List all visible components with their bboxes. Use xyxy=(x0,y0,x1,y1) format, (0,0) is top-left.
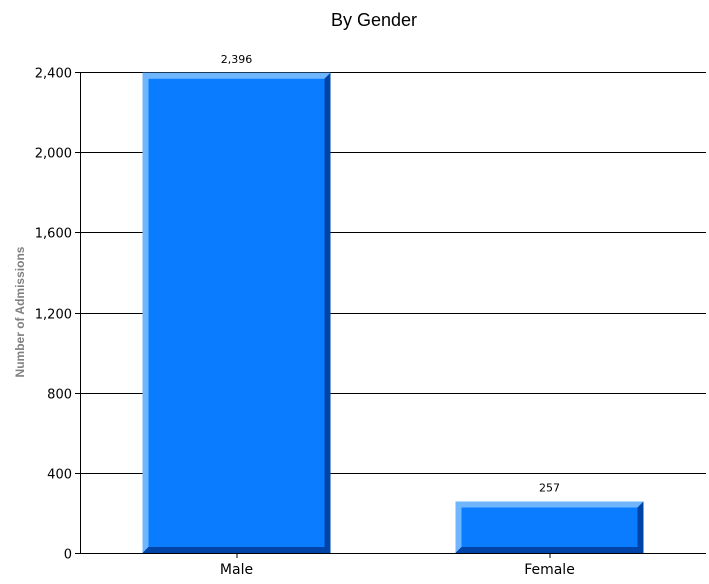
y-tick-label: 800 xyxy=(47,388,72,403)
x-tick-label: Male xyxy=(220,562,253,578)
x-tick-label: Female xyxy=(524,562,575,578)
x-tick-labels: Male Female xyxy=(220,562,575,578)
bars xyxy=(142,72,644,553)
bar-bevel-highlight xyxy=(455,501,644,553)
axes xyxy=(75,72,706,558)
y-tick-label: 1,600 xyxy=(35,227,72,242)
bar xyxy=(142,72,331,553)
data-label: 2,396 xyxy=(221,53,253,66)
bar-face xyxy=(455,501,644,553)
bar-bevel-shadow xyxy=(455,501,644,553)
y-tick-label: 0 xyxy=(64,548,72,563)
data-label: 257 xyxy=(539,481,560,494)
y-tick-labels: 0 400 800 1,200 1,600 2,000 2,400 xyxy=(35,67,72,563)
y-tick-label: 400 xyxy=(47,468,72,483)
data-labels: 2,396 257 xyxy=(221,53,560,495)
y-tick-label: 2,400 xyxy=(35,67,72,82)
y-tick-label: 1,200 xyxy=(35,308,72,323)
bar xyxy=(455,501,644,553)
y-tick-label: 2,000 xyxy=(35,147,72,162)
chart-title: By Gender xyxy=(331,10,417,30)
bar-face xyxy=(142,72,331,553)
y-axis-label: Number of Admissions xyxy=(13,246,27,377)
